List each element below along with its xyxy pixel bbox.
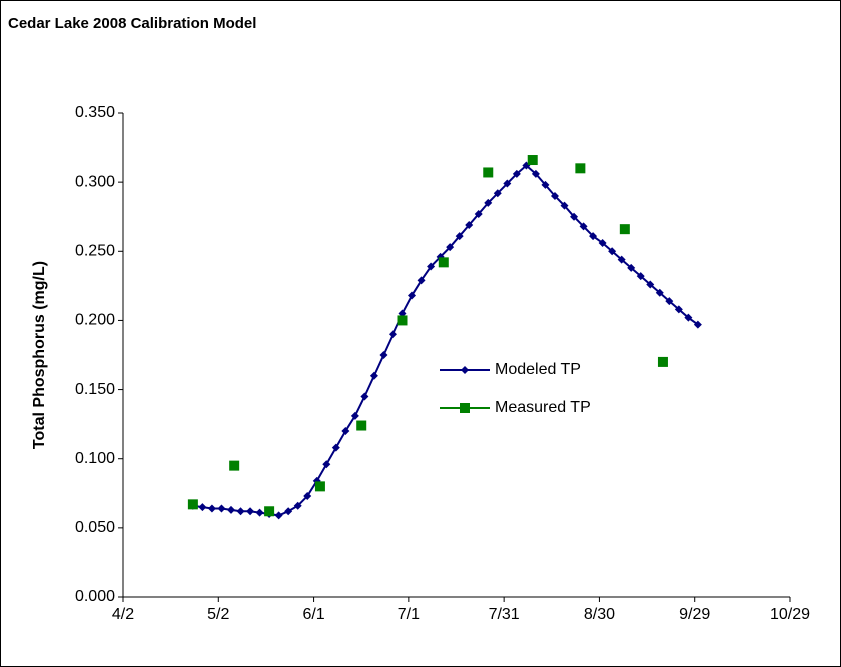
x-tick-label: 8/30	[584, 606, 615, 623]
marker	[229, 460, 240, 471]
marker	[264, 506, 275, 517]
marker	[579, 222, 588, 231]
marker	[627, 263, 636, 272]
marker	[560, 201, 569, 210]
x-tick-label: 7/31	[489, 606, 520, 623]
chart-title: Cedar Lake 2008 Calibration Model	[8, 15, 256, 32]
marker	[657, 356, 668, 367]
marker	[226, 505, 235, 514]
marker	[360, 392, 369, 401]
marker	[608, 247, 617, 256]
marker	[575, 163, 586, 174]
marker	[274, 511, 283, 520]
marker	[531, 169, 540, 178]
marker	[589, 232, 598, 241]
legend-label: Measured TP	[495, 399, 591, 416]
marker	[246, 507, 255, 516]
marker	[493, 189, 502, 198]
marker	[397, 315, 408, 326]
marker	[512, 169, 521, 178]
marker	[236, 507, 245, 516]
marker	[598, 238, 607, 247]
marker	[455, 232, 464, 241]
marker	[438, 257, 449, 268]
marker	[379, 351, 388, 359]
x-tick-label: 5/2	[207, 606, 229, 623]
marker	[483, 167, 494, 178]
legend-marker	[461, 366, 469, 374]
y-tick-label: 0.000	[75, 588, 115, 605]
marker	[369, 371, 378, 380]
marker	[446, 243, 455, 252]
marker	[388, 330, 397, 339]
marker	[674, 305, 683, 314]
marker	[541, 180, 550, 189]
x-tick-label: 9/29	[679, 606, 710, 623]
marker	[284, 507, 293, 516]
marker	[293, 501, 302, 510]
marker	[619, 224, 630, 235]
marker	[684, 313, 693, 322]
marker	[198, 503, 207, 512]
y-tick-label: 0.350	[75, 104, 115, 121]
marker	[322, 460, 331, 469]
marker	[484, 198, 493, 207]
y-axis-title: Total Phosphorus (mg/L)	[31, 261, 48, 449]
x-tick-label: 7/1	[398, 606, 420, 623]
marker	[331, 443, 340, 452]
y-tick-label: 0.050	[75, 519, 115, 536]
marker	[693, 320, 702, 329]
y-tick-label: 0.200	[75, 312, 115, 329]
marker	[465, 221, 474, 230]
marker	[617, 255, 626, 264]
marker	[341, 427, 350, 436]
marker	[570, 212, 579, 221]
y-tick-label: 0.300	[75, 173, 115, 190]
marker	[217, 504, 226, 513]
marker	[187, 499, 198, 510]
marker	[314, 481, 325, 492]
marker	[255, 508, 264, 517]
y-tick-label: 0.100	[75, 450, 115, 467]
marker	[636, 272, 645, 281]
legend-marker	[460, 403, 470, 413]
y-tick-label: 0.250	[75, 243, 115, 260]
marker	[427, 262, 436, 271]
marker	[303, 492, 312, 501]
marker	[474, 209, 483, 218]
marker	[356, 420, 367, 431]
x-tick-label: 6/1	[302, 606, 324, 623]
marker	[646, 280, 655, 289]
x-tick-label: 4/2	[112, 606, 134, 623]
marker	[207, 504, 216, 513]
marker	[503, 179, 512, 188]
marker	[417, 276, 426, 285]
marker	[550, 191, 559, 200]
x-tick-label: 10/29	[770, 606, 810, 623]
marker	[655, 288, 664, 297]
marker	[408, 291, 417, 300]
y-tick-label: 0.150	[75, 381, 115, 398]
marker	[665, 297, 674, 306]
legend-label: Modeled TP	[495, 361, 581, 378]
marker	[350, 411, 359, 420]
marker	[527, 155, 538, 166]
